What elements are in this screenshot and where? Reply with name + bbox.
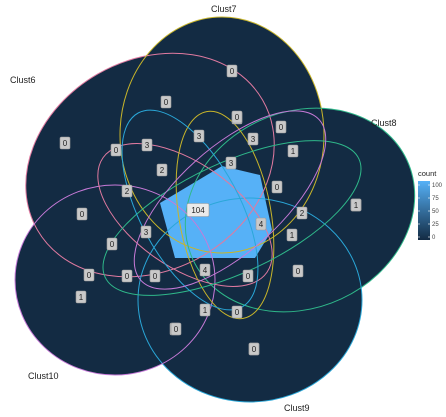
label-clust8: Clust8: [371, 118, 397, 128]
count-label: 3: [225, 156, 237, 170]
svg-text:104: 104: [191, 206, 205, 215]
count-label: 3: [193, 129, 205, 143]
inner-outline-clust8: [102, 140, 362, 296]
count-label: 0: [292, 264, 304, 278]
count-label: 0: [76, 207, 88, 221]
legend-tick-label: 0: [432, 235, 436, 241]
count-label: 0: [275, 120, 287, 134]
svg-text:1: 1: [79, 293, 84, 302]
legend-tick-label: 50: [432, 209, 439, 215]
legend-ticks: [418, 184, 430, 238]
svg-text:3: 3: [144, 228, 149, 237]
count-label: 1: [350, 198, 362, 212]
svg-text:0: 0: [164, 98, 169, 107]
count-label: 0: [106, 237, 118, 251]
count-label: 1: [287, 144, 299, 158]
svg-text:0: 0: [296, 267, 301, 276]
legend-tick-label: 100: [432, 183, 443, 189]
outline-clust10: [14, 184, 216, 376]
count-label: 0: [226, 64, 238, 78]
outline-clust9: [137, 197, 363, 403]
svg-text:2: 2: [300, 209, 305, 218]
svg-text:0: 0: [110, 240, 115, 249]
count-label: 0: [231, 305, 243, 319]
svg-text:0: 0: [114, 146, 119, 155]
svg-text:4: 4: [203, 266, 208, 275]
svg-text:0: 0: [275, 183, 280, 192]
svg-text:1: 1: [354, 201, 359, 210]
svg-text:1: 1: [290, 231, 295, 240]
svg-text:3: 3: [229, 159, 234, 168]
inner-outline-clust6: [97, 143, 273, 287]
label-clust10: Clust10: [28, 371, 59, 381]
svg-text:0: 0: [174, 325, 179, 334]
legend-tick-label: 25: [432, 222, 439, 228]
svg-text:1: 1: [291, 147, 296, 156]
count-label: 0: [248, 342, 260, 356]
count-label: 0: [242, 269, 254, 283]
svg-text:0: 0: [235, 308, 240, 317]
svg-text:0: 0: [246, 272, 251, 281]
count-label: 0: [170, 322, 182, 336]
count-label: 0: [110, 143, 122, 157]
count-label: 2: [156, 163, 168, 177]
count-label: 3: [141, 138, 153, 152]
svg-text:0: 0: [80, 210, 85, 219]
inner-outline-clust10: [133, 110, 327, 290]
svg-text:0: 0: [63, 139, 68, 148]
count-label: 2: [296, 206, 308, 220]
svg-text:0: 0: [153, 272, 158, 281]
svg-text:0: 0: [235, 113, 240, 122]
count-label: 4: [199, 263, 211, 277]
outline-clust7: [119, 16, 325, 254]
legend-title: count: [418, 169, 437, 178]
svg-text:3: 3: [251, 135, 256, 144]
svg-text:0: 0: [279, 123, 284, 132]
svg-text:1: 1: [203, 306, 208, 315]
count-label: 0: [59, 136, 71, 150]
outline-clust6: [25, 52, 275, 278]
legend-tick-label: 75: [432, 196, 439, 202]
svg-text:2: 2: [160, 166, 165, 175]
svg-text:3: 3: [197, 132, 202, 141]
svg-text:0: 0: [252, 345, 257, 354]
svg-text:0: 0: [87, 271, 92, 280]
count-label: 0: [149, 269, 161, 283]
label-clust7: Clust7: [211, 4, 237, 14]
count-label: 1: [286, 228, 298, 242]
label-clust6: Clust6: [10, 75, 36, 85]
count-labels: 0 0 0 0 0 0 0 3 0 3 1 3 3 0 1 0 2 104 2 …: [59, 64, 362, 356]
svg-text:3: 3: [145, 141, 150, 150]
center-region: [160, 166, 272, 258]
svg-text:0: 0: [230, 67, 235, 76]
set-outlines: [14, 16, 416, 403]
svg-text:0: 0: [125, 272, 130, 281]
count-label: 104: [186, 203, 210, 217]
count-label: 0: [83, 268, 95, 282]
outline-clust8: [184, 107, 416, 313]
count-label: 3: [247, 132, 259, 146]
count-label: 0: [160, 95, 172, 109]
legend-colorbar: [418, 181, 430, 240]
count-label: 0: [121, 269, 133, 283]
count-label: 2: [121, 184, 133, 198]
label-clust9: Clust9: [284, 403, 310, 413]
count-label: 1: [75, 290, 87, 304]
count-label: 0: [231, 110, 243, 124]
count-label: 4: [255, 217, 267, 231]
count-label: 1: [199, 303, 211, 317]
count-label: 3: [140, 225, 152, 239]
inner-outline-clust7: [175, 110, 275, 320]
count-label: 0: [271, 180, 283, 194]
color-legend: count 100 75 50 25 0: [418, 169, 443, 241]
svg-text:4: 4: [259, 220, 264, 229]
svg-text:2: 2: [125, 187, 130, 196]
